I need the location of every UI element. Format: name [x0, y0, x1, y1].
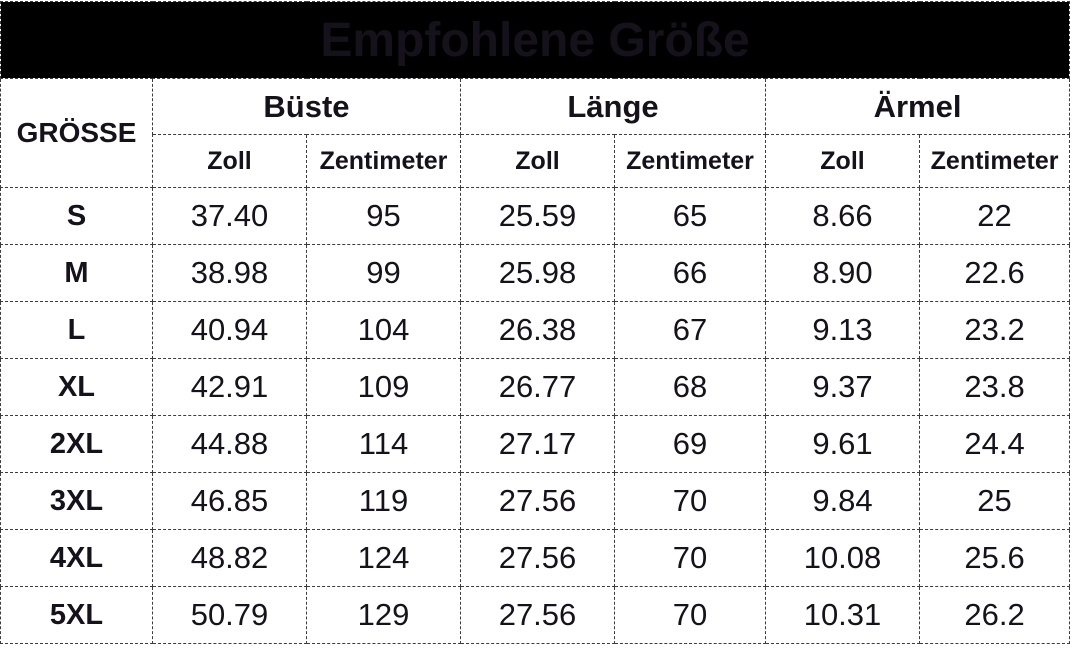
value-cell: 26.38: [460, 301, 615, 359]
value-cell: 25: [918, 472, 1071, 530]
value-cell: 22.6: [918, 244, 1071, 302]
table-row-5xl: 5XL 50.79 129 27.56 70 10.31 26.2: [0, 586, 1071, 644]
unit-header-length-cm: Zentimeter: [614, 134, 766, 188]
group-header-sleeve: Ärmel: [764, 78, 1071, 135]
value-cell: 40.94: [152, 301, 307, 359]
table-row-4xl: 4XL 48.82 124 27.56 70 10.08 25.6: [0, 529, 1071, 587]
table-row-3xl: 3XL 46.85 119 27.56 70 9.84 25: [0, 472, 1071, 530]
value-cell: 48.82: [152, 529, 307, 587]
group-header-row: GRÖSSE Büste Länge Ärmel: [0, 78, 1071, 188]
unit-header-sleeve-inch: Zoll: [765, 134, 920, 188]
value-cell: 124: [306, 529, 461, 587]
unit-header-bust-cm: Zentimeter: [306, 134, 461, 188]
value-cell: 114: [306, 415, 461, 473]
value-cell: 50.79: [152, 586, 307, 644]
value-cell: 27.56: [460, 586, 615, 644]
value-cell: 119: [306, 472, 461, 530]
banner-row: Empfohlene Größe: [0, 1, 1071, 79]
value-cell: 10.31: [765, 586, 920, 644]
value-cell: 68: [614, 358, 766, 416]
table-row-m: M 38.98 99 25.98 66 8.90 22.6: [0, 244, 1071, 302]
size-cell: 5XL: [0, 586, 153, 644]
value-cell: 69: [614, 415, 766, 473]
value-cell: 67: [614, 301, 766, 359]
size-cell: 4XL: [0, 529, 153, 587]
table-row-l: L 40.94 104 26.38 67 9.13 23.2: [0, 301, 1071, 359]
value-cell: 37.40: [152, 187, 307, 245]
value-cell: 27.56: [460, 529, 615, 587]
value-cell: 8.90: [765, 244, 920, 302]
table-row-s: S 37.40 95 25.59 65 8.66 22: [0, 187, 1071, 245]
table-row-2xl: 2XL 44.88 114 27.17 69 9.61 24.4: [0, 415, 1071, 473]
value-cell: 109: [306, 358, 461, 416]
value-cell: 70: [614, 529, 766, 587]
unit-header-row: Zoll Zentimeter Zoll Zentimeter Zoll Zen…: [1, 134, 1071, 188]
value-cell: 104: [306, 301, 461, 359]
value-cell: 9.13: [765, 301, 920, 359]
value-cell: 129: [306, 586, 461, 644]
unit-header-length-inch: Zoll: [460, 134, 615, 188]
value-cell: 46.85: [152, 472, 307, 530]
value-cell: 27.17: [460, 415, 615, 473]
value-cell: 24.4: [918, 415, 1071, 473]
value-cell: 70: [614, 586, 766, 644]
value-cell: 27.56: [460, 472, 615, 530]
value-cell: 9.61: [765, 415, 920, 473]
value-cell: 38.98: [152, 244, 307, 302]
size-cell: 2XL: [0, 415, 153, 473]
value-cell: 8.66: [765, 187, 920, 245]
value-cell: 22: [918, 187, 1071, 245]
value-cell: 26.77: [460, 358, 615, 416]
value-cell: 25.59: [460, 187, 615, 245]
value-cell: 26.2: [918, 586, 1071, 644]
value-cell: 23.8: [918, 358, 1071, 416]
value-cell: 44.88: [152, 415, 307, 473]
size-cell: S: [0, 187, 153, 245]
unit-header-sleeve-cm: Zentimeter: [918, 134, 1071, 188]
value-cell: 25.6: [918, 529, 1071, 587]
unit-header-bust-inch: Zoll: [152, 134, 307, 188]
value-cell: 65: [614, 187, 766, 245]
value-cell: 9.84: [765, 472, 920, 530]
value-cell: 66: [614, 244, 766, 302]
value-cell: 99: [306, 244, 461, 302]
value-cell: 42.91: [152, 358, 307, 416]
value-cell: 10.08: [765, 529, 920, 587]
value-cell: 70: [614, 472, 766, 530]
size-column-header: GRÖSSE: [0, 78, 153, 188]
size-cell: L: [0, 301, 153, 359]
value-cell: 25.98: [460, 244, 615, 302]
group-header-length: Länge: [460, 78, 766, 135]
group-header-bust: Büste: [152, 78, 461, 135]
value-cell: 95: [306, 187, 461, 245]
size-cell: M: [0, 244, 153, 302]
size-cell: XL: [0, 358, 153, 416]
value-cell: 9.37: [765, 358, 920, 416]
chart-title: Empfohlene Größe: [0, 1, 1071, 79]
value-cell: 23.2: [918, 301, 1071, 359]
table-row-xl: XL 42.91 109 26.77 68 9.37 23.8: [0, 358, 1071, 416]
size-cell: 3XL: [0, 472, 153, 530]
